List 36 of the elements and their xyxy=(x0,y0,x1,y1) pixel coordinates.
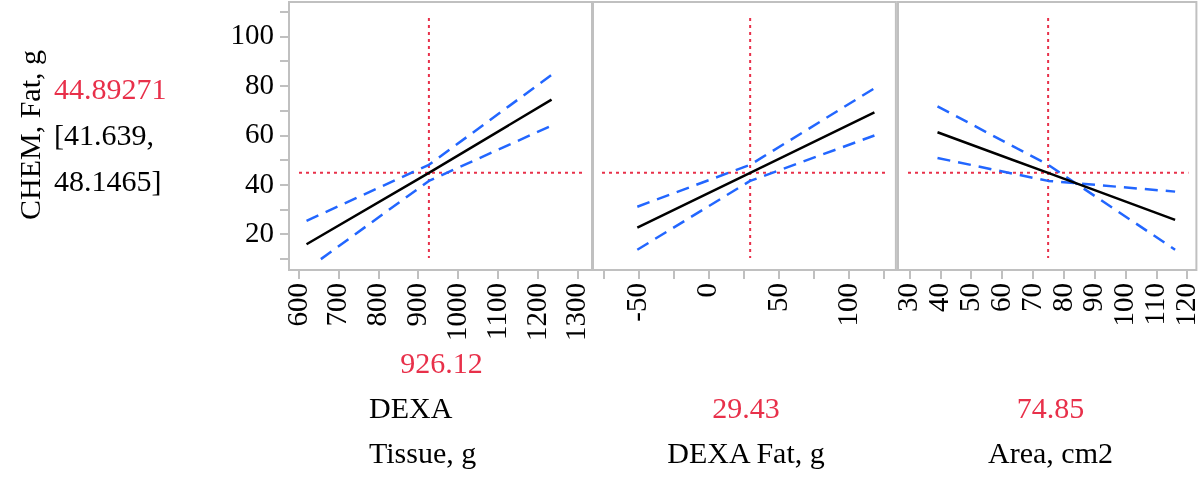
text: [41.639, 48.1465] xyxy=(54,117,163,199)
x-tick-label: 0 xyxy=(690,283,723,298)
x-tick-label: 100 xyxy=(1107,283,1140,327)
x-tick-label: 40 xyxy=(922,283,955,312)
ref-line-label: 44.89271 xyxy=(54,71,168,107)
ref-line-label: 926.12 xyxy=(400,345,483,381)
x-axis-title: DEXA Tissue, g xyxy=(369,390,477,471)
x-tick-label: 1300 xyxy=(559,283,592,341)
x-tick-label: 120 xyxy=(1169,283,1202,327)
x-tick-label: 100 xyxy=(830,283,863,327)
x-tick-label: 30 xyxy=(891,283,924,312)
ref-line-label: 29.43 xyxy=(712,390,780,426)
x-tick-label: 800 xyxy=(360,283,393,327)
x-axis-title: Area, cm2 xyxy=(988,435,1113,471)
x-tick-label: 700 xyxy=(320,283,353,327)
y-tick-label: 20 xyxy=(245,216,274,249)
x-tick-label: 1100 xyxy=(479,283,512,340)
x-tick-label: 600 xyxy=(280,283,313,327)
x-tick-label: 900 xyxy=(400,283,433,327)
y-tick-label: 60 xyxy=(245,117,274,150)
x-tick-label: 60 xyxy=(983,283,1016,312)
x-tick-label: 70 xyxy=(1014,283,1047,312)
x-tick-label: 1000 xyxy=(439,283,472,341)
x-tick-label: -50 xyxy=(620,283,653,322)
x-tick-label: 50 xyxy=(760,283,793,312)
y-axis-title: CHEM, Fat, g xyxy=(13,49,47,221)
x-axis-title: DEXA Fat, g xyxy=(667,435,825,471)
x-tick-label: 80 xyxy=(1045,283,1078,312)
y-tick-label: 40 xyxy=(245,166,274,199)
x-tick-label: 50 xyxy=(953,283,986,312)
ref-line-label: 74.85 xyxy=(1016,390,1085,426)
x-tick-label: 110 xyxy=(1138,283,1171,326)
x-tick-label: 90 xyxy=(1076,283,1109,312)
y-tick-label: 80 xyxy=(245,67,274,100)
y-tick-label: 100 xyxy=(230,18,274,51)
x-tick-label: 1200 xyxy=(519,283,552,341)
